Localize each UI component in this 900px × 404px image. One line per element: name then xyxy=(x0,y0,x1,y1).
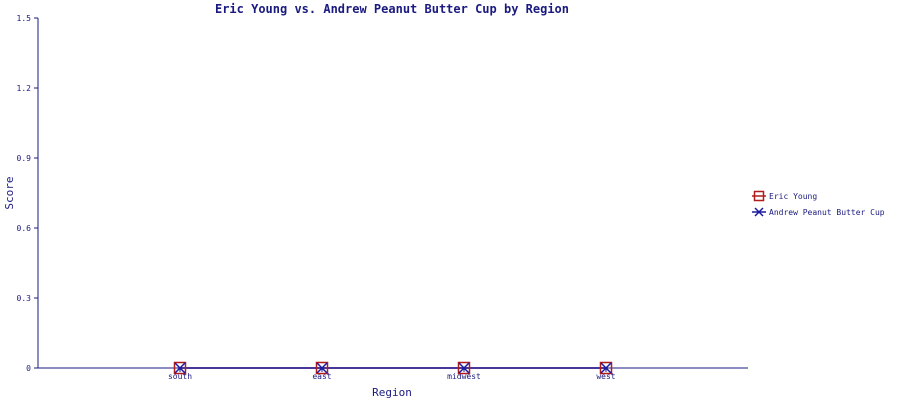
legend-item: Andrew Peanut Butter Cup xyxy=(752,207,885,217)
y-tick-label: 0.6 xyxy=(17,224,32,233)
y-tick-label: 0 xyxy=(26,364,31,373)
x-tick-label: midwest xyxy=(447,372,481,381)
data-point-x xyxy=(458,362,470,374)
legend-item: Eric Young xyxy=(752,190,817,202)
data-point-square xyxy=(599,361,613,375)
legend: Eric Young Andrew Peanut Butter Cup xyxy=(752,190,885,217)
y-axis-title: Score xyxy=(3,176,16,209)
y-tick-label: 0.3 xyxy=(17,294,32,303)
data-point-x xyxy=(316,362,328,374)
y-tick-label: 1.2 xyxy=(17,84,32,93)
x-tick-label: south xyxy=(168,372,192,381)
data-point-x xyxy=(600,362,612,374)
data-point-square xyxy=(457,361,471,375)
chart-title: Eric Young vs. Andrew Peanut Butter Cup … xyxy=(215,2,569,16)
data-point-x xyxy=(174,362,186,374)
x-axis-ticks: south east midwest west xyxy=(168,368,616,381)
legend-marker-square xyxy=(753,190,765,202)
y-tick-label: 1.5 xyxy=(17,14,32,23)
data-point-square xyxy=(315,361,329,375)
legend-label: Eric Young xyxy=(769,192,817,201)
x-tick-label: west xyxy=(596,372,615,381)
x-axis-title: Region xyxy=(372,386,412,399)
data-point-square xyxy=(173,361,187,375)
y-axis-ticks: 0 0.3 0.6 0.9 1.2 1.5 xyxy=(17,14,38,373)
x-tick-label: east xyxy=(312,372,331,381)
y-tick-label: 0.9 xyxy=(17,154,32,163)
legend-label: Andrew Peanut Butter Cup xyxy=(769,208,885,217)
legend-marker-x xyxy=(754,207,764,217)
series-layer xyxy=(173,361,613,375)
